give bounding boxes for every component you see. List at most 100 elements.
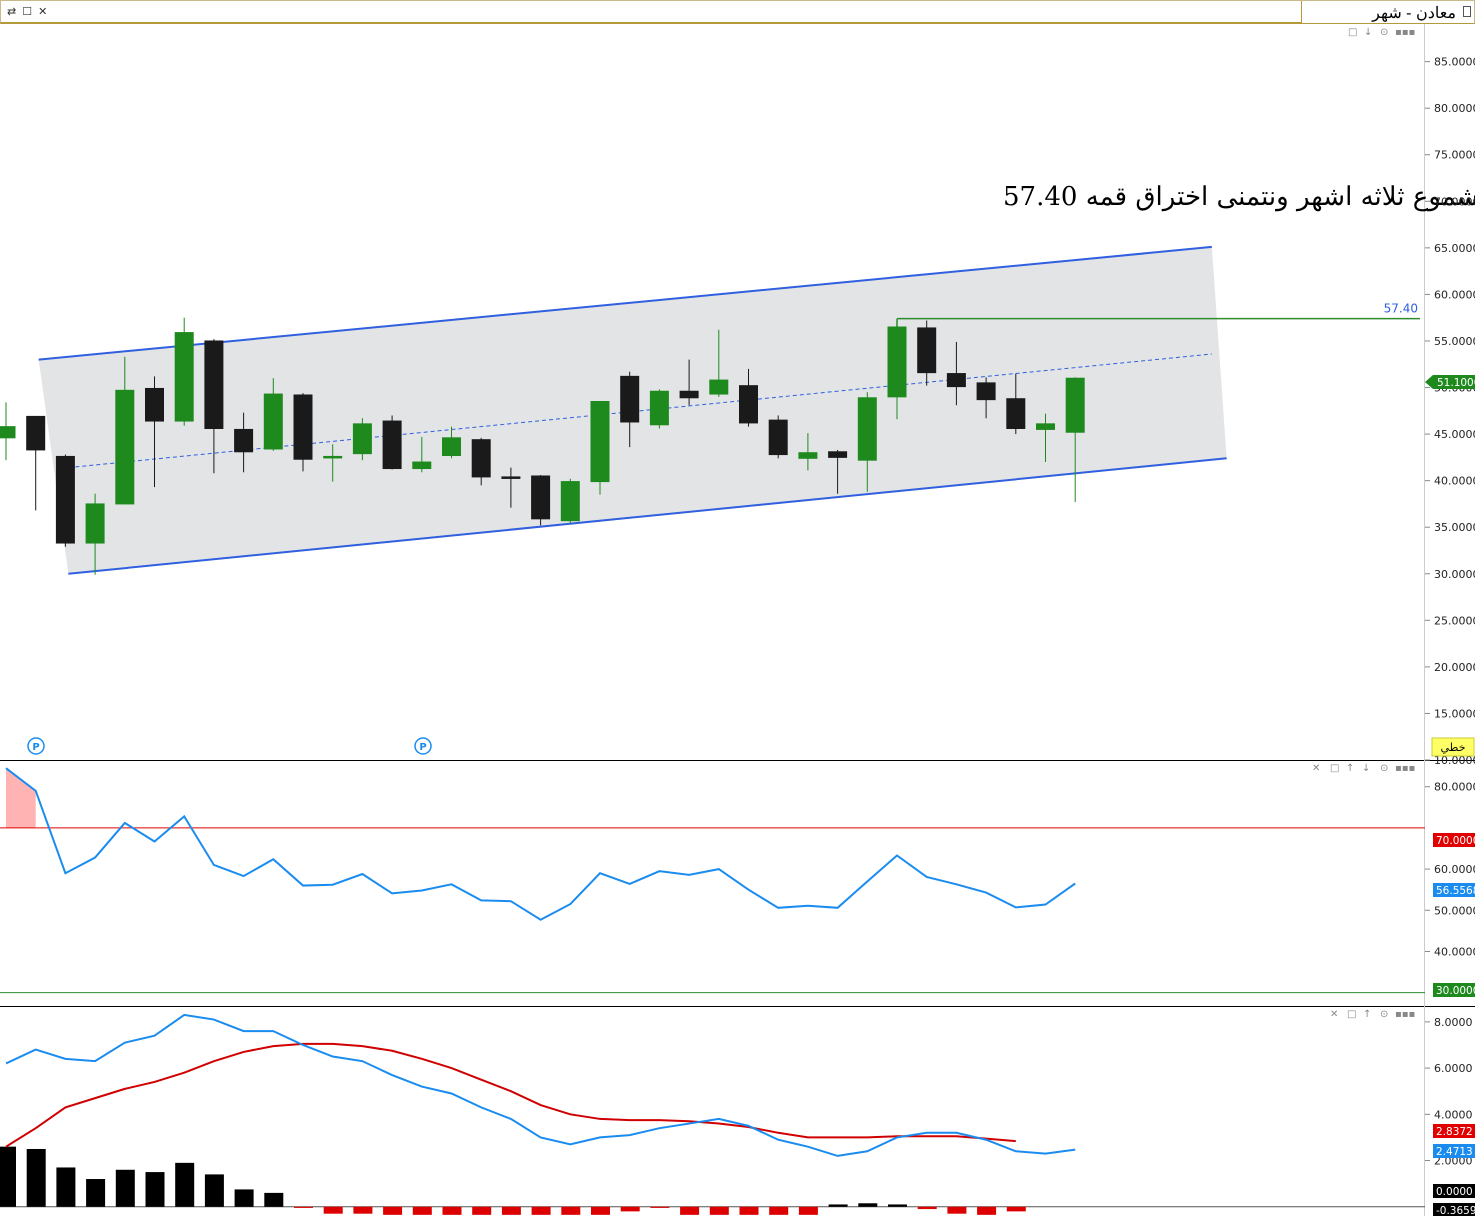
svg-text:0.0000: 0.0000 (1436, 1186, 1473, 1198)
macd-min-tag: -0.3659 (1433, 1203, 1475, 1216)
macd-histogram-bar (769, 1206, 789, 1215)
chart-annotation[interactable]: شمعه شهريه ابتلعت شموع ثلاثه اشهر ونتمنى… (1003, 182, 1475, 212)
restore-icon: □ (1348, 27, 1357, 38)
window-title-bar: ⇄☐✕ معادن - شهر (0, 0, 1475, 24)
settings-icon: ⊙ (1380, 763, 1388, 774)
macd-histogram-bar (739, 1206, 759, 1215)
candle-body (857, 397, 877, 461)
price-axis-label: 45.0000 (1434, 428, 1475, 441)
candle-body (828, 451, 848, 458)
scale-badge[interactable]: خطي (1431, 737, 1475, 757)
macd-panel-controls[interactable]: ✕ □ ↑ ⊙ ▪▪▪ (1330, 1009, 1415, 1020)
macd-histogram-bar (264, 1192, 284, 1207)
swap-icon[interactable]: ⇄ (7, 6, 23, 18)
candle-body (323, 455, 343, 459)
rsi-line (5, 767, 1076, 921)
price-axis-label: 35.0000 (1434, 521, 1475, 534)
candle-body (145, 387, 164, 422)
rsi-overbought-tag: 70.0000 (1433, 833, 1475, 847)
price-axis-label: 75.0000 (1434, 149, 1475, 162)
rsi-indicator (0, 767, 1425, 994)
candle-body (0, 426, 16, 439)
macd-histogram-bar (620, 1206, 640, 1212)
candle-body (531, 475, 551, 520)
macd-histogram-bar (917, 1206, 937, 1210)
more-icon: ▪▪▪ (1395, 27, 1415, 38)
macd-histogram-bar (294, 1206, 313, 1208)
macd-histogram-bar (591, 1206, 610, 1215)
rsi-oversold-tag: 30.0000 (1433, 983, 1475, 997)
candle-body (917, 327, 937, 374)
macd-histogram-bar (0, 1146, 16, 1207)
chart-title: معادن - شهر (1372, 5, 1456, 22)
macd-histogram-bar (888, 1204, 907, 1207)
macd-histogram-bar (86, 1179, 106, 1207)
svg-text:2.4713: 2.4713 (1436, 1146, 1473, 1158)
candle-body (234, 428, 254, 453)
candle-body (471, 439, 491, 478)
chart-canvas[interactable]: 57.40 شمعه شهريه ابتلعت شموع ثلاثه اشهر … (0, 24, 1475, 1216)
macd-value-tag: 2.4713 (1433, 1144, 1475, 1158)
macd-histogram-bar (1006, 1206, 1026, 1212)
pivot-marker[interactable]: P (414, 737, 432, 755)
macd-zero-tag: 0.0000 (1433, 1184, 1475, 1198)
rsi-overbought-shade (6, 768, 36, 828)
candle-body (382, 420, 402, 470)
channel-lower-line (68, 457, 1227, 575)
rsi-panel-controls[interactable]: ✕ □ ↑ ↓ ⊙ ▪▪▪ (1312, 763, 1415, 774)
more-icon: ▪▪▪ (1395, 763, 1415, 774)
restore-icon: □ (1347, 1009, 1356, 1020)
price-axis-label: 20.0000 (1434, 661, 1475, 674)
candle-body (976, 382, 996, 401)
macd-histogram-bar (828, 1204, 848, 1207)
pivot-marker[interactable]: P (27, 737, 45, 755)
macd-histogram-bar (323, 1206, 343, 1214)
macd-histogram-bar (26, 1148, 46, 1207)
macd-histogram-bar (472, 1206, 492, 1215)
close-icon[interactable]: ✕ (38, 6, 54, 18)
price-axis-label: 85.0000 (1434, 56, 1475, 69)
candle-body (649, 390, 669, 426)
rsi-axis: 40.0000 50.0000 60.0000 80.0000 (1425, 781, 1475, 958)
candle-body (263, 393, 283, 450)
window-controls[interactable]: ⇄☐✕ (7, 5, 53, 18)
candle-body (55, 455, 75, 544)
up-arrow-icon: ↑ (1346, 763, 1354, 774)
candle-body (293, 394, 313, 460)
price-axis-label: 70.0000 (1434, 195, 1475, 208)
svg-text:30.0000: 30.0000 (1436, 985, 1475, 997)
candle-body (1006, 398, 1026, 430)
price-axis: 10.0000 15.0000 20.0000 25.0000 30.0000 35.00… (1425, 56, 1475, 767)
rsi-current-tag: 56.5568 (1433, 883, 1475, 897)
candle-body (174, 332, 194, 422)
candle-body (412, 461, 432, 470)
price-panel-controls[interactable]: □ ↓ ⊙ ▪▪▪ (1348, 27, 1415, 38)
candle-body (560, 481, 580, 522)
macd-histogram-bar (383, 1206, 403, 1215)
settings-icon: ⊙ (1380, 1009, 1388, 1020)
down-arrow-icon: ↓ (1362, 763, 1370, 774)
macd-histogram-bar (175, 1162, 195, 1207)
close-icon: ✕ (1312, 763, 1320, 774)
candle-body (768, 419, 788, 456)
candle-body (442, 437, 461, 457)
candle-body (1036, 423, 1055, 430)
maximize-icon[interactable]: ☐ (22, 6, 39, 18)
candle-body (946, 373, 966, 388)
channel-upper-line (38, 245, 1212, 361)
macd-histogram-bar (650, 1206, 670, 1208)
macd-histogram-bar (561, 1206, 581, 1215)
candle-body (679, 390, 699, 399)
title-box: معادن - شهر (1301, 1, 1474, 23)
last-price-tag: 51.1000 (1425, 375, 1475, 389)
candlestick-series (0, 317, 1085, 575)
price-axis-label: 80.0000 (1434, 102, 1475, 115)
macd-signal-tag: 2.8372 (1433, 1124, 1475, 1138)
candle-body (204, 340, 224, 430)
macd-histogram-bar (204, 1174, 224, 1207)
candle-body (739, 385, 758, 424)
macd-histogram-bar (234, 1189, 254, 1207)
rsi-axis-label: 80.0000 (1434, 781, 1475, 794)
candle-body (590, 401, 610, 483)
